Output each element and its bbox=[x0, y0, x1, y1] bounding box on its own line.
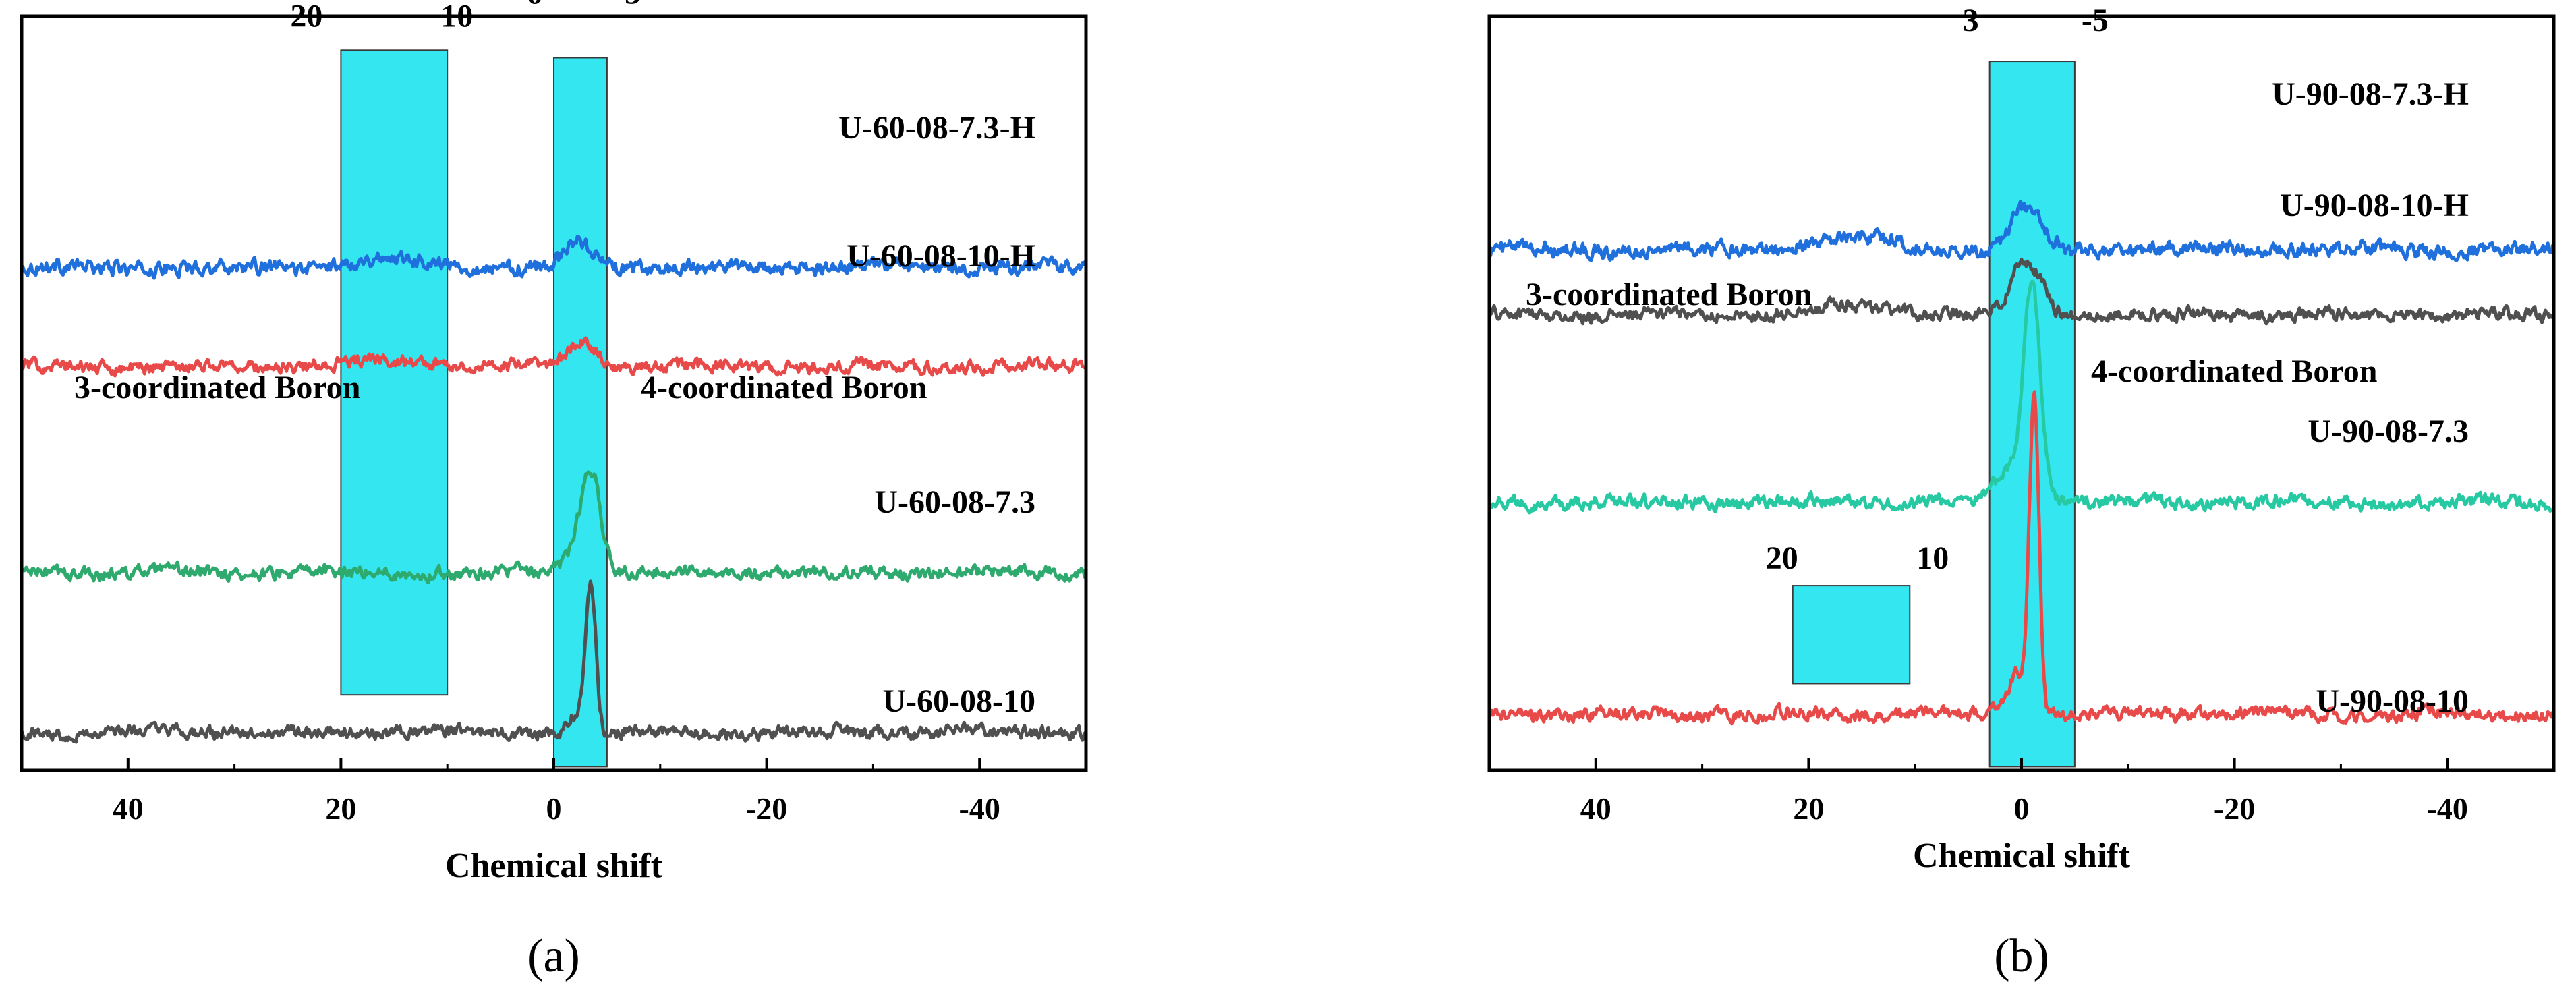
highlight-region bbox=[340, 49, 449, 696]
annotation-label: 3-coordinated Boron bbox=[74, 370, 360, 405]
series-line bbox=[1489, 279, 2556, 515]
series-label: U-60-08-10-H bbox=[847, 238, 1035, 274]
series-line bbox=[1487, 258, 2555, 326]
x-axis-title: Chemical shift bbox=[445, 847, 663, 885]
series-label: U-90-08-10 bbox=[2316, 683, 2469, 719]
x-tick-label: 0 bbox=[2014, 791, 2030, 826]
x-axis-title: Chemical shift bbox=[1913, 836, 2131, 875]
region-label-right: -5 bbox=[2082, 3, 2109, 38]
x-tick-label: 20 bbox=[325, 791, 356, 826]
series-label: U-60-08-7.3-H bbox=[838, 110, 1035, 146]
chart-panel-b: 20 10 3 -5 U-90-08-7.3-H U-90-08-10-H U-90-08-… bbox=[1487, 3, 2556, 982]
panel-label: (a) bbox=[527, 930, 580, 982]
x-tick-label: 20 bbox=[1793, 791, 1824, 826]
x-tick-label: 40 bbox=[113, 791, 144, 826]
series-line bbox=[21, 235, 1088, 280]
series-line bbox=[1487, 390, 2554, 726]
x-tick-label: 40 bbox=[1580, 791, 1611, 826]
annotation-label: 4-coordinated Boron bbox=[641, 370, 927, 405]
series-line bbox=[20, 336, 1087, 378]
series-label: U-90-08-7.3-H bbox=[2272, 76, 2469, 112]
x-tick-label: -40 bbox=[959, 791, 1000, 826]
highlight-region bbox=[1792, 585, 1911, 685]
x-tick-label: -20 bbox=[2214, 791, 2255, 826]
panel-label: (b) bbox=[1994, 930, 2049, 982]
region-label-left: 0 bbox=[527, 0, 543, 11]
highlight-region bbox=[553, 57, 608, 768]
x-tick-label: -20 bbox=[746, 791, 787, 826]
series-label: U-90-08-7.3 bbox=[2308, 414, 2469, 449]
series-label: U-90-08-10-H bbox=[2280, 188, 2469, 223]
region-label-right: -5 bbox=[614, 0, 641, 11]
region-label-left: 20 bbox=[1766, 540, 1798, 576]
chart-panel-a: 20100-5U-60-08-7.3-HU-60-08-10-HU-60-08-… bbox=[20, 0, 1088, 982]
series-line bbox=[1488, 200, 2556, 262]
annotation-label: 3-coordinated Boron bbox=[1526, 277, 1812, 312]
annotation-label: 4-coordinated Boron bbox=[2091, 353, 2377, 389]
series-line bbox=[20, 579, 1087, 744]
series-line bbox=[21, 470, 1088, 584]
region-label-right: 10 bbox=[1916, 540, 1949, 576]
x-tick-label: -40 bbox=[2427, 791, 2468, 826]
series-label: U-60-08-10 bbox=[882, 683, 1035, 719]
region-label-left: 3 bbox=[1963, 3, 1979, 38]
series-label: U-60-08-7.3 bbox=[874, 484, 1035, 520]
x-tick-label: 0 bbox=[546, 791, 562, 826]
